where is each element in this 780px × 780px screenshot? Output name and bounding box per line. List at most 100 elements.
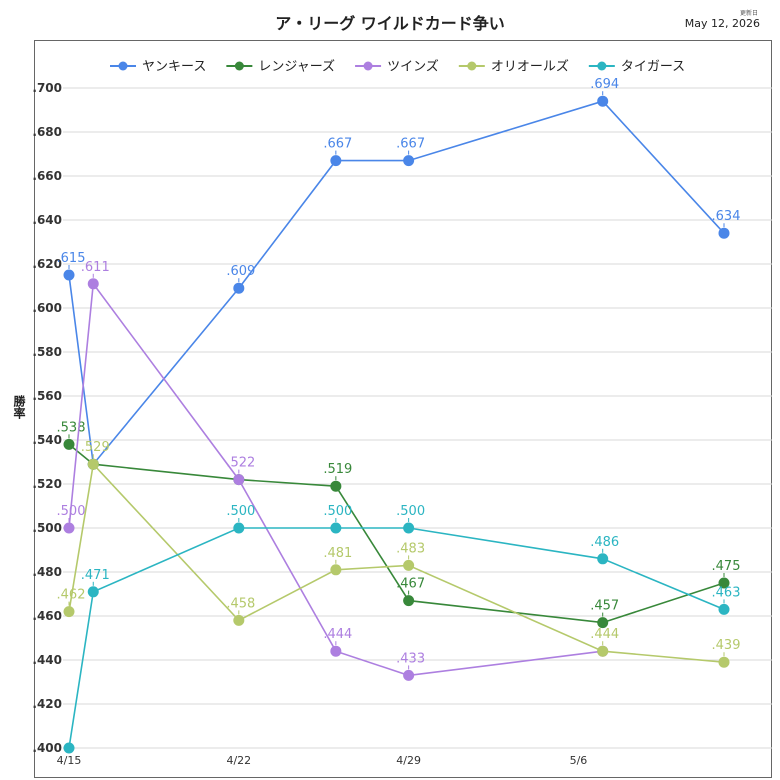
data-point [597,553,609,565]
data-point [87,458,99,470]
series-line [68,462,725,663]
series-line [68,281,603,677]
y-tick-label: .460 [32,609,62,623]
data-point [330,480,342,492]
data-label: .463 [712,585,741,600]
data-point [718,656,730,668]
data-point [233,474,245,486]
data-label: .611 [81,260,110,275]
data-label: .433 [396,651,425,666]
chart-frame [34,40,772,778]
x-tick-label: 4/22 [226,754,251,767]
data-point [233,282,245,294]
data-point [330,522,342,534]
y-tick-label: .680 [32,125,62,139]
data-point [403,155,415,167]
series-オリオールズ: .462 .529 .458 .481 .483 .444 .439 [57,440,741,668]
data-point [63,606,75,618]
data-point [63,269,75,281]
legend-entry: タイガース [621,60,685,75]
data-point [233,522,245,534]
data-point [403,595,415,607]
data-label: .694 [590,77,619,92]
data-label: .483 [396,541,425,556]
data-label: .522 [226,456,255,471]
data-label: .500 [323,504,352,519]
data-label: .439 [712,638,741,653]
series-line [68,527,725,749]
data-label: .462 [57,588,86,603]
data-label: .667 [323,137,352,152]
data-label: .529 [81,440,110,455]
data-point [330,155,342,167]
y-tick-label: .620 [32,257,62,271]
x-tick-label: 5/6 [570,754,588,767]
y-tick-label: .540 [32,433,62,447]
y-tick-label: .580 [32,345,62,359]
legend-swatch-marker [597,61,607,71]
legend-swatch-marker [467,61,477,71]
data-point [718,603,730,615]
data-point [63,522,75,534]
data-point [87,278,99,290]
series-line [68,443,725,624]
y-tick-label: .660 [32,169,62,183]
data-point [597,645,609,657]
data-label: .444 [323,627,352,642]
legend-entry: ヤンキース [142,60,206,75]
y-tick-label: .520 [32,477,62,491]
legend-swatch-marker [363,61,373,71]
updated-date: May 12, 2026 [684,17,760,30]
data-point [87,586,99,598]
legend: ヤンキース レンジャーズ ツインズ オリオールズ タイガース [110,59,685,75]
series-レンジャーズ: .538 .519 .467 .457 .475 [57,420,741,629]
y-tick-label: .480 [32,565,62,579]
legend-entry: レンジャーズ [258,59,335,75]
data-point [63,438,75,450]
y-tick-label: .400 [32,741,62,755]
series-タイガース: .471 .500 .500 .500 .486 .463 [63,504,741,754]
data-label: .481 [323,546,352,561]
legend-entry: オリオールズ [491,59,569,75]
data-label: .519 [323,462,352,477]
series-line [68,100,725,467]
legend-swatch-marker [118,61,128,71]
data-point [718,577,730,589]
data-label: .538 [57,420,86,435]
data-label: .475 [712,559,741,574]
data-point [597,95,609,107]
data-point [403,559,415,571]
y-axis-label: 勝率 [12,395,26,419]
data-label: .634 [712,209,741,224]
data-point [403,522,415,534]
y-tick-label: .420 [32,697,62,711]
data-point [718,227,730,239]
data-label: .486 [590,535,619,550]
y-tick-label: .600 [32,301,62,315]
data-point [330,564,342,576]
data-label: .467 [396,577,425,592]
updated-info: 更新日 May 12, 2026 [685,8,760,30]
data-label: .500 [226,504,255,519]
data-point [330,645,342,657]
data-label: .500 [396,504,425,519]
series-ヤンキース: .615 .609 .667 .667 .694 .634 [57,77,741,470]
data-label: .471 [81,568,110,583]
y-tick-label: .560 [32,389,62,403]
legend-swatch-marker [234,61,244,71]
data-label: .457 [590,599,619,614]
data-label: .500 [57,504,86,519]
data-label: .444 [590,627,619,642]
updated-label: 更新日 [739,10,758,17]
data-label: .609 [226,264,255,279]
data-label: .667 [396,137,425,152]
data-point [403,669,415,681]
data-point [63,742,75,754]
series-ツインズ: .500 .611 .522 .444 .433 [57,260,609,681]
legend-entry: ツインズ [387,59,439,75]
y-tick-label: .500 [32,521,62,535]
data-point [597,617,609,629]
data-label: .458 [226,596,255,611]
y-tick-label: .440 [32,653,62,667]
